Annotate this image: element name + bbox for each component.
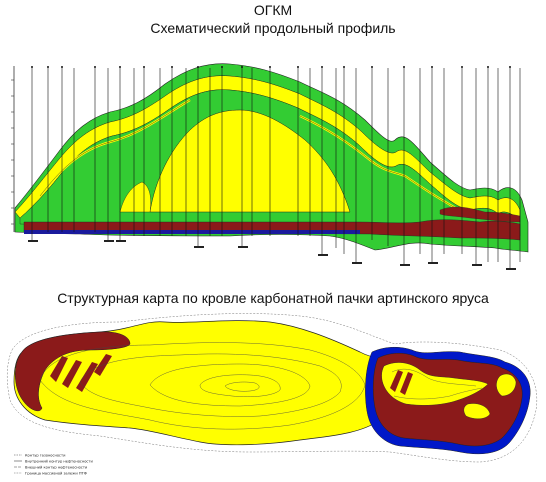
- longitudinal-profile: [11, 63, 529, 270]
- structural-map: Контур газоносности Внутренний контур не…: [7, 313, 537, 476]
- legend-item-gas-contour: Контур газоносности: [25, 454, 66, 458]
- well-bottom-tags: [28, 240, 516, 270]
- map-outer-boundary: [7, 313, 537, 463]
- map-oil-rim-left: [15, 331, 131, 412]
- map-legend: Контур газоносности Внутренний контур не…: [14, 454, 93, 476]
- depth-scale-ticks: [11, 79, 14, 225]
- profile-blue-base: [24, 230, 360, 234]
- well-head-markers: [31, 66, 511, 68]
- well-lines: [31, 68, 521, 268]
- profile-title: Схематический продольный профиль: [150, 20, 396, 36]
- legend-item-outer-oil-contour: Внешний контур нефтеносности: [25, 466, 88, 470]
- map-contours: [39, 342, 366, 430]
- page-title: ОГКМ: [253, 2, 293, 18]
- profile-brown-strip: [23, 219, 521, 241]
- map-title: Структурная карта по кровле карбонатной …: [57, 290, 489, 306]
- legend-item-inner-oil-contour: Внутренний контур нефтеносности: [25, 460, 93, 464]
- profile-gas-cap-left: [119, 181, 151, 213]
- legend-item-massive-deposit-boundary: Граница массивной залежи ПТФ: [25, 472, 87, 476]
